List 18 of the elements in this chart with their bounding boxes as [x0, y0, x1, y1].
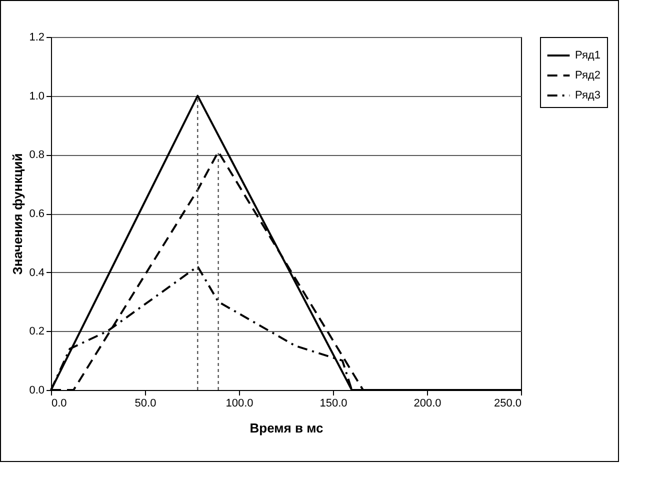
x-axis-title: Время в мс: [250, 420, 324, 436]
x-tick-label: 200.0: [414, 398, 442, 410]
y-tick-label: 0.2: [29, 326, 44, 338]
x-tick-label: 250.0: [494, 398, 522, 410]
y-tick-label: 0.6: [29, 208, 44, 220]
y-axis-title: Значения функций: [10, 153, 26, 275]
y-tick-label: 1.0: [29, 90, 44, 102]
legend-label: Ряд3: [575, 90, 600, 102]
x-tick-label: 50.0: [134, 398, 156, 410]
x-tick-label: 0.0: [52, 398, 67, 410]
y-tick-label: 0.8: [29, 149, 44, 162]
legend-label: Ряд1: [575, 50, 600, 62]
y-tick-label: 1.2: [29, 32, 44, 44]
x-tick-label: 100.0: [226, 398, 254, 410]
legend-label: Ряд2: [575, 70, 600, 82]
x-tick-label: 150.0: [320, 398, 348, 410]
y-tick-label: 0.0: [29, 384, 44, 396]
y-tick-label: 0.4: [29, 266, 44, 279]
